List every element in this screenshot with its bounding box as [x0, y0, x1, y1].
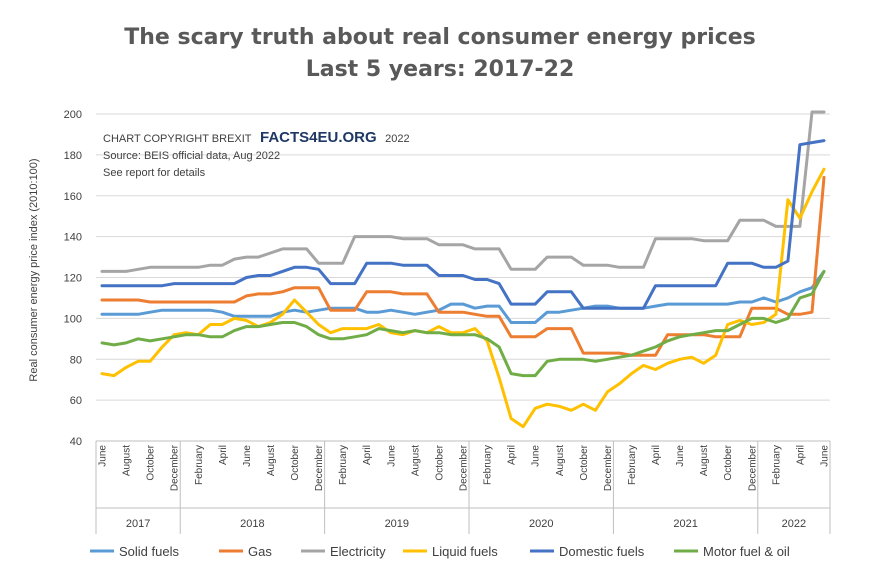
annotation-prefix: CHART COPYRIGHT BREXIT	[103, 133, 252, 145]
y-tick-label: 160	[64, 191, 82, 203]
legend-item: Electricity	[301, 544, 386, 559]
x-axis: June August October December February April Ju…	[95, 440, 831, 534]
series-line	[100, 269, 826, 324]
legend-item: Liquid fuels	[403, 544, 498, 559]
legend-item: Motor fuel & oil	[674, 544, 790, 559]
x-tick-label: June	[386, 445, 397, 467]
annotation-brand: FACTS4EU.ORG	[260, 129, 377, 146]
x-tick-label: April	[362, 445, 373, 465]
x-year-label: 2019	[385, 518, 409, 530]
legend: Solid fuels Gas Electricity Liquid fuels Dom…	[90, 544, 790, 559]
x-tick-label: June	[819, 445, 830, 467]
series-line	[100, 269, 826, 378]
x-tick-label: June	[531, 445, 542, 467]
legend-label: Domestic fuels	[559, 544, 645, 559]
chart-title: The scary truth about real consumer ener…	[124, 25, 756, 50]
x-year-label: 2018	[240, 518, 264, 530]
x-tick-label: June	[242, 445, 253, 467]
legend-label: Gas	[248, 544, 272, 559]
annotation-year: 2022	[385, 133, 409, 145]
y-axis-label: Real consumer energy price index (2010:1…	[28, 158, 40, 381]
x-tick-label: February	[483, 445, 494, 485]
y-tick-label: 60	[70, 395, 82, 407]
legend-label: Liquid fuels	[432, 544, 498, 559]
x-year-label: 2020	[529, 518, 553, 530]
series-line	[100, 167, 826, 429]
x-tick-label: October	[146, 444, 157, 480]
y-tick-label: 180	[64, 150, 82, 162]
y-tick-label: 140	[64, 232, 82, 244]
annotation: CHART COPYRIGHT BREXIT FACTS4EU.ORG 2022…	[103, 129, 410, 179]
x-tick-label: April	[507, 445, 518, 465]
y-axis-ticks: 40 60 80 100 120 140 160 180 200	[64, 109, 82, 448]
x-tick-label: December	[747, 444, 758, 491]
x-tick-label: February	[771, 445, 782, 485]
x-tick-label: August	[410, 445, 421, 476]
y-tick-label: 80	[70, 354, 82, 366]
series-line	[100, 139, 826, 310]
x-tick-label: April	[795, 445, 806, 465]
x-tick-label: December	[459, 444, 470, 491]
legend-item: Gas	[219, 544, 272, 559]
series-line	[100, 110, 826, 273]
x-tick-label: October	[579, 444, 590, 480]
x-year-label: 2022	[782, 518, 806, 530]
x-tick-label: February	[194, 445, 205, 485]
x-tick-label: June	[98, 445, 109, 467]
x-tick-label: December	[170, 444, 181, 491]
x-tick-label: April	[218, 445, 229, 465]
x-tick-label: October	[723, 444, 734, 480]
x-tick-label: February	[338, 445, 349, 485]
x-year-label: 2021	[673, 518, 697, 530]
series-line	[100, 175, 826, 357]
x-tick-label: December	[314, 444, 325, 491]
y-tick-label: 120	[64, 273, 82, 285]
legend-label: Electricity	[330, 544, 386, 559]
chart-subtitle: Last 5 years: 2017-22	[306, 57, 575, 82]
x-tick-label: August	[122, 445, 133, 476]
legend-item: Solid fuels	[90, 544, 179, 559]
legend-label: Motor fuel & oil	[703, 544, 790, 559]
x-tick-label: August	[266, 445, 277, 476]
x-tick-label: October	[434, 444, 445, 480]
annotation-source: Source: BEIS official data, Aug 2022	[103, 150, 280, 162]
x-tick-label: December	[603, 444, 614, 491]
x-tick-label: February	[627, 445, 638, 485]
x-tick-label: August	[555, 445, 566, 476]
x-tick-label: June	[675, 445, 686, 467]
y-tick-label: 200	[64, 109, 82, 121]
y-tick-label: 100	[64, 313, 82, 325]
legend-item: Domestic fuels	[530, 544, 645, 559]
series-lines	[100, 110, 826, 429]
x-year-label: 2017	[126, 518, 150, 530]
y-tick-label: 40	[70, 436, 82, 448]
x-tick-label: April	[651, 445, 662, 465]
legend-label: Solid fuels	[119, 544, 179, 559]
annotation-details: See report for details	[103, 167, 206, 179]
x-tick-label: August	[699, 445, 710, 476]
x-tick-label: October	[290, 444, 301, 480]
annotation-line-1: CHART COPYRIGHT BREXIT FACTS4EU.ORG 2022	[103, 129, 410, 146]
